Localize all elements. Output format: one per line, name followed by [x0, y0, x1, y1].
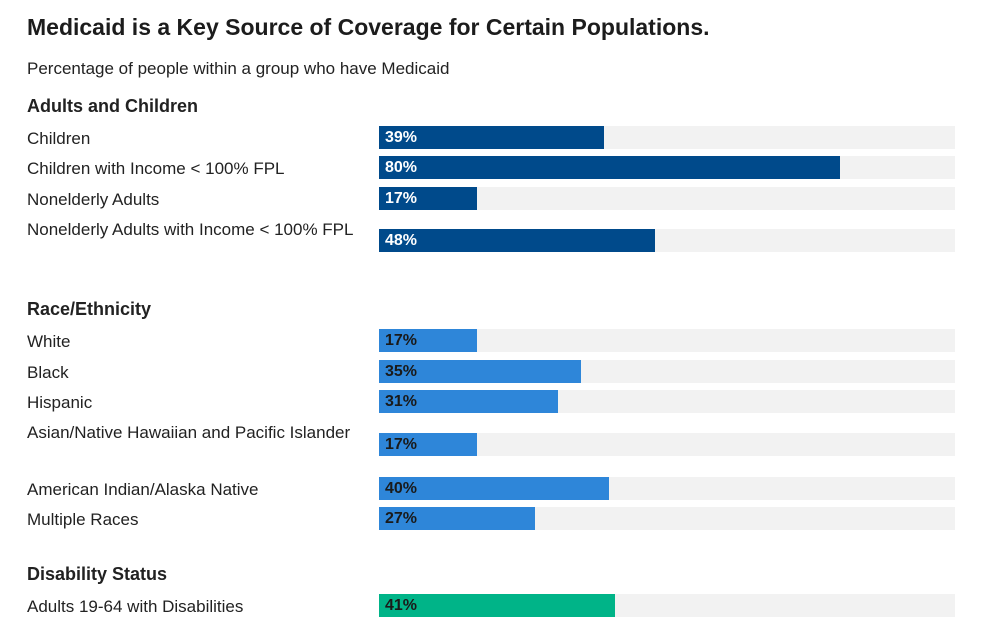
category-label: Black	[27, 363, 69, 382]
bar	[379, 156, 840, 179]
bar	[379, 126, 604, 149]
data-label: 41%	[385, 597, 418, 614]
section-title: Disability Status	[27, 564, 168, 584]
bar	[379, 390, 558, 413]
category-label: Hispanic	[27, 393, 93, 412]
bar-track: 48%	[379, 229, 955, 252]
bar-track: 17%	[379, 433, 955, 456]
bar	[379, 229, 656, 252]
category-label: Nonelderly Adults with Income < 100% FPL	[27, 220, 354, 239]
bar-track: 39%	[379, 126, 955, 149]
bar	[379, 507, 535, 530]
bar-track: 31%	[379, 390, 955, 413]
bar	[379, 433, 477, 456]
bar-track: 41%	[379, 594, 955, 617]
data-label: 17%	[385, 332, 418, 349]
category-label: Adults 19-64 with Disabilities	[27, 597, 244, 616]
data-label: 17%	[385, 436, 418, 453]
category-label: White	[27, 332, 71, 351]
data-label: 80%	[385, 159, 418, 176]
bar	[379, 360, 581, 383]
category-label: American Indian/Alaska Native	[27, 480, 259, 499]
data-label: 48%	[385, 232, 418, 249]
data-label: 35%	[385, 363, 418, 380]
bar-track: 35%	[379, 360, 955, 383]
data-label: 27%	[385, 510, 418, 527]
data-label: 39%	[385, 129, 418, 146]
bar-track: 80%	[379, 156, 955, 179]
data-label: 40%	[385, 480, 418, 497]
chart-title: Medicaid is a Key Source of Coverage for…	[27, 14, 710, 40]
bar	[379, 477, 610, 500]
bar	[379, 594, 616, 617]
bar-track: 17%	[379, 187, 955, 210]
category-label: Nonelderly Adults	[27, 190, 160, 209]
chart-subtitle: Percentage of people within a group who …	[27, 59, 450, 78]
category-label: Multiple Races	[27, 510, 139, 529]
section-title: Race/Ethnicity	[27, 299, 152, 319]
data-label: 17%	[385, 190, 418, 207]
bar-track: 27%	[379, 507, 955, 530]
section-title: Adults and Children	[27, 96, 198, 116]
bar	[379, 187, 477, 210]
bar	[379, 329, 477, 352]
data-label: 31%	[385, 393, 418, 410]
bar-track: 17%	[379, 329, 955, 352]
category-label: Children	[27, 129, 91, 148]
category-label: Asian/Native Hawaiian and Pacific Island…	[27, 423, 351, 442]
bar-track: 40%	[379, 477, 955, 500]
category-label: Children with Income < 100% FPL	[27, 159, 285, 178]
